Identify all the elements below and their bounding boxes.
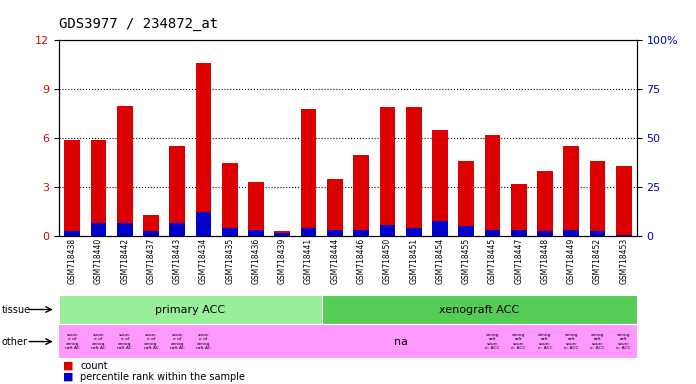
Text: xenog
raft
sourc
e: ACC: xenog raft sourc e: ACC (590, 333, 605, 350)
Text: GSM718451: GSM718451 (409, 238, 418, 284)
Text: GSM718434: GSM718434 (199, 238, 208, 284)
Bar (248, 182, 264, 236)
Bar (222, 163, 238, 236)
Bar (117, 223, 133, 236)
Bar (511, 184, 527, 236)
Text: ■: ■ (63, 361, 73, 371)
Bar (354, 230, 369, 236)
Bar (248, 230, 264, 236)
Text: GSM718436: GSM718436 (251, 238, 260, 284)
Text: sourc
e of
xenog
raft AC: sourc e of xenog raft AC (91, 333, 106, 350)
Bar (90, 223, 106, 236)
Text: sourc
e of
xenog
raft AC: sourc e of xenog raft AC (118, 333, 132, 350)
Bar (274, 231, 290, 236)
Bar (169, 223, 185, 236)
Bar (458, 161, 474, 236)
Text: xenog
raft
sourc
e: ACC: xenog raft sourc e: ACC (617, 333, 631, 350)
Bar (511, 230, 527, 236)
Bar (379, 107, 395, 236)
Text: GSM718450: GSM718450 (383, 238, 392, 284)
Bar (327, 179, 342, 236)
Text: xenog
raft
sourc
e: ACC: xenog raft sourc e: ACC (485, 333, 500, 350)
Bar (563, 146, 579, 236)
Text: GSM718452: GSM718452 (593, 238, 602, 284)
Bar (432, 130, 448, 236)
Text: sourc
e of
xenog
raft AC: sourc e of xenog raft AC (65, 333, 80, 350)
Bar (458, 227, 474, 236)
Text: other: other (1, 336, 27, 347)
Bar (379, 225, 395, 236)
Bar (301, 109, 317, 236)
Bar (327, 230, 342, 236)
Text: GSM718443: GSM718443 (173, 238, 182, 284)
Bar (537, 231, 553, 236)
Text: GSM718437: GSM718437 (147, 238, 156, 284)
Text: na: na (393, 336, 408, 347)
Bar (432, 222, 448, 236)
Bar (169, 146, 185, 236)
Text: xenog
raft
sourc
e: ACC: xenog raft sourc e: ACC (564, 333, 578, 350)
Text: ■: ■ (63, 372, 73, 382)
Bar (274, 233, 290, 236)
Text: GSM718440: GSM718440 (94, 238, 103, 284)
Bar (65, 140, 80, 236)
Text: primary ACC: primary ACC (155, 305, 226, 314)
Bar (590, 161, 606, 236)
Bar (484, 135, 500, 236)
Bar (616, 235, 631, 236)
Bar (406, 228, 422, 236)
Bar (616, 166, 631, 236)
Text: tissue: tissue (1, 305, 31, 314)
Text: percentile rank within the sample: percentile rank within the sample (80, 372, 245, 382)
Bar (196, 212, 212, 236)
Bar (354, 155, 369, 236)
Text: sourc
e of
xenog
raft AC: sourc e of xenog raft AC (143, 333, 159, 350)
Text: GSM718447: GSM718447 (514, 238, 523, 284)
Text: sourc
e of
xenog
raft AC: sourc e of xenog raft AC (170, 333, 184, 350)
Bar (65, 231, 80, 236)
Text: GSM718442: GSM718442 (120, 238, 129, 284)
Text: GSM718439: GSM718439 (278, 238, 287, 284)
Text: xenog
raft
sourc
e: ACC: xenog raft sourc e: ACC (512, 333, 526, 350)
Bar (563, 230, 579, 236)
Bar (59, 295, 322, 324)
Text: xenog
raft
sourc
e: ACC: xenog raft sourc e: ACC (538, 333, 552, 350)
Bar (117, 106, 133, 236)
Bar (90, 140, 106, 236)
Text: GSM718453: GSM718453 (619, 238, 628, 284)
Text: GSM718445: GSM718445 (488, 238, 497, 284)
Text: GSM718444: GSM718444 (331, 238, 340, 284)
Text: GSM718455: GSM718455 (461, 238, 470, 284)
Text: GSM718435: GSM718435 (226, 238, 235, 284)
Text: GSM718448: GSM718448 (540, 238, 549, 284)
Bar (143, 231, 159, 236)
Bar (222, 228, 238, 236)
Text: sourc
e of
xenog
raft AC: sourc e of xenog raft AC (196, 333, 211, 350)
Bar (484, 230, 500, 236)
Bar (196, 63, 212, 236)
Bar (143, 215, 159, 236)
Bar (590, 231, 606, 236)
Bar (537, 171, 553, 236)
Bar (301, 228, 317, 236)
Text: xenograft ACC: xenograft ACC (439, 305, 519, 314)
Bar (406, 107, 422, 236)
Text: GSM718454: GSM718454 (436, 238, 445, 284)
Text: count: count (80, 361, 108, 371)
Text: GSM718438: GSM718438 (68, 238, 77, 284)
Bar (322, 295, 637, 324)
Text: GSM718446: GSM718446 (356, 238, 365, 284)
Text: GSM718441: GSM718441 (304, 238, 313, 284)
Text: GSM718449: GSM718449 (567, 238, 576, 284)
Text: GDS3977 / 234872_at: GDS3977 / 234872_at (59, 17, 219, 31)
